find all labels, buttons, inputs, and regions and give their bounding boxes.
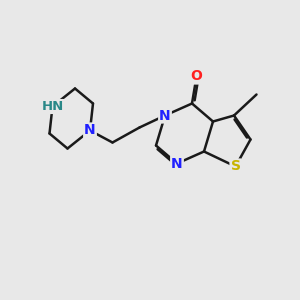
Text: HN: HN (41, 100, 64, 113)
Text: N: N (159, 109, 171, 122)
Text: O: O (190, 70, 202, 83)
Text: S: S (230, 160, 241, 173)
Text: N: N (84, 124, 96, 137)
Text: N: N (171, 157, 183, 170)
